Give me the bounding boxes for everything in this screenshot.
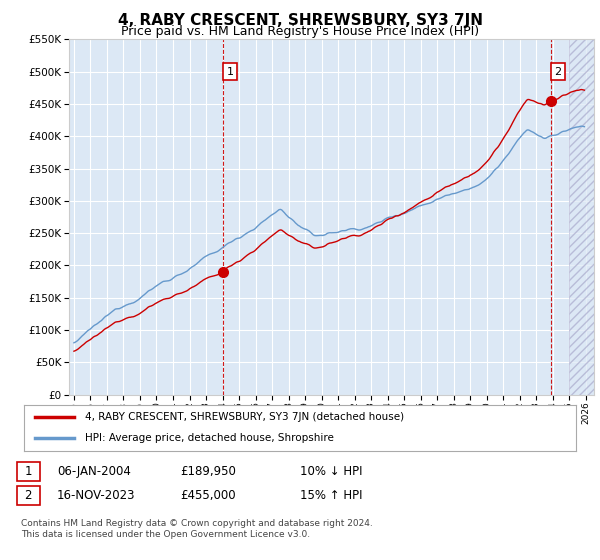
Text: 2: 2 <box>554 67 561 77</box>
Text: 1: 1 <box>25 465 32 478</box>
Polygon shape <box>569 39 594 395</box>
Text: 2: 2 <box>25 489 32 502</box>
Text: 16-NOV-2023: 16-NOV-2023 <box>57 489 136 502</box>
Text: 15% ↑ HPI: 15% ↑ HPI <box>300 489 362 502</box>
Text: 1: 1 <box>226 67 233 77</box>
Text: £189,950: £189,950 <box>180 465 236 478</box>
Text: Contains HM Land Registry data © Crown copyright and database right 2024.
This d: Contains HM Land Registry data © Crown c… <box>21 519 373 539</box>
Text: 4, RABY CRESCENT, SHREWSBURY, SY3 7JN (detached house): 4, RABY CRESCENT, SHREWSBURY, SY3 7JN (d… <box>85 412 404 422</box>
Text: HPI: Average price, detached house, Shropshire: HPI: Average price, detached house, Shro… <box>85 433 334 444</box>
Text: Price paid vs. HM Land Registry's House Price Index (HPI): Price paid vs. HM Land Registry's House … <box>121 25 479 38</box>
Text: £455,000: £455,000 <box>180 489 236 502</box>
Text: 4, RABY CRESCENT, SHREWSBURY, SY3 7JN: 4, RABY CRESCENT, SHREWSBURY, SY3 7JN <box>118 13 482 29</box>
Text: 10% ↓ HPI: 10% ↓ HPI <box>300 465 362 478</box>
Text: 06-JAN-2004: 06-JAN-2004 <box>57 465 131 478</box>
